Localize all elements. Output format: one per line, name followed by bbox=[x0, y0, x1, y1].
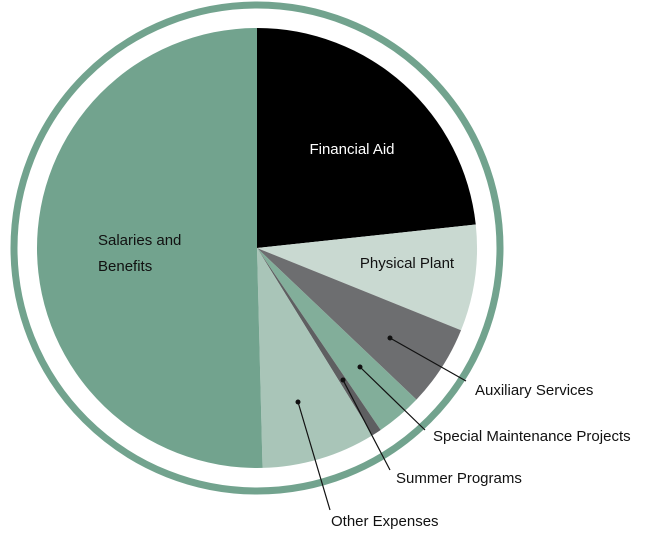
pie-slice bbox=[257, 248, 462, 400]
pie-slice bbox=[257, 248, 381, 436]
slice-label: Physical Plant bbox=[360, 255, 455, 272]
slice-label: Summer Programs bbox=[396, 470, 522, 487]
label-line: Benefits bbox=[98, 258, 152, 275]
leader-line bbox=[342, 379, 391, 471]
pie-slice bbox=[257, 28, 476, 248]
slice-label: Financial Aid bbox=[309, 141, 394, 158]
pie-slice bbox=[257, 248, 417, 430]
leader-line bbox=[359, 366, 426, 431]
leader-line bbox=[389, 337, 467, 382]
leader-line bbox=[297, 401, 331, 511]
pie-slice bbox=[36, 28, 263, 469]
pie-slice bbox=[257, 248, 373, 468]
slice-label: Special Maintenance Projects bbox=[433, 428, 631, 445]
slice-label: Salaries and Benefits bbox=[98, 232, 186, 275]
slice-label: Auxiliary Services bbox=[475, 382, 593, 399]
label-line: Salaries and bbox=[98, 232, 186, 249]
slice-label: Other Expenses bbox=[331, 513, 439, 530]
pie-slice bbox=[257, 224, 477, 331]
outer-ring bbox=[10, 1, 504, 495]
